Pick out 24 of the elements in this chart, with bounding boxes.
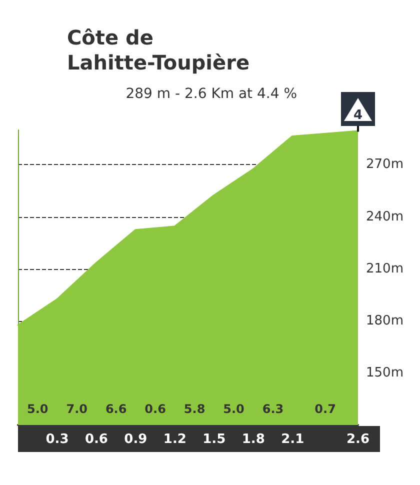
x-tick-label: 2.1 [281, 432, 304, 447]
y-tick-label: 150m [366, 365, 404, 380]
chart-subtitle: 289 m - 2.6 Km at 4.4 % [126, 86, 297, 102]
x-tick-label: 1.8 [242, 432, 265, 447]
annotation: 4 [353, 108, 363, 123]
x-tick-label: 2.6 [346, 432, 370, 447]
annotation: 0.7 [314, 402, 336, 416]
annotation: 7.0 [66, 402, 88, 416]
annotation: 6.6 [105, 402, 127, 416]
annotation: 5.0 [223, 402, 244, 416]
y-tick-label: 180m [366, 313, 404, 328]
annotation: 5.0 [26, 402, 48, 416]
y-tick-label: 240m [366, 209, 404, 224]
annotation: 0.6 [144, 402, 166, 416]
y-tick-label: 210m [366, 261, 404, 276]
x-tick-label: 0.3 [46, 432, 69, 447]
x-tick-label: 0.9 [124, 432, 148, 447]
x-tick-label: 1.2 [163, 432, 186, 447]
annotation: 5.8 [184, 402, 206, 416]
y-tick-label: 270m [366, 157, 404, 172]
x-tick-label: 1.5 [202, 432, 226, 447]
annotation: 6.3 [262, 402, 284, 416]
x-tick-label: 0.6 [84, 432, 108, 447]
chart-title: Côte de Lahitte-Toupière [67, 26, 250, 74]
